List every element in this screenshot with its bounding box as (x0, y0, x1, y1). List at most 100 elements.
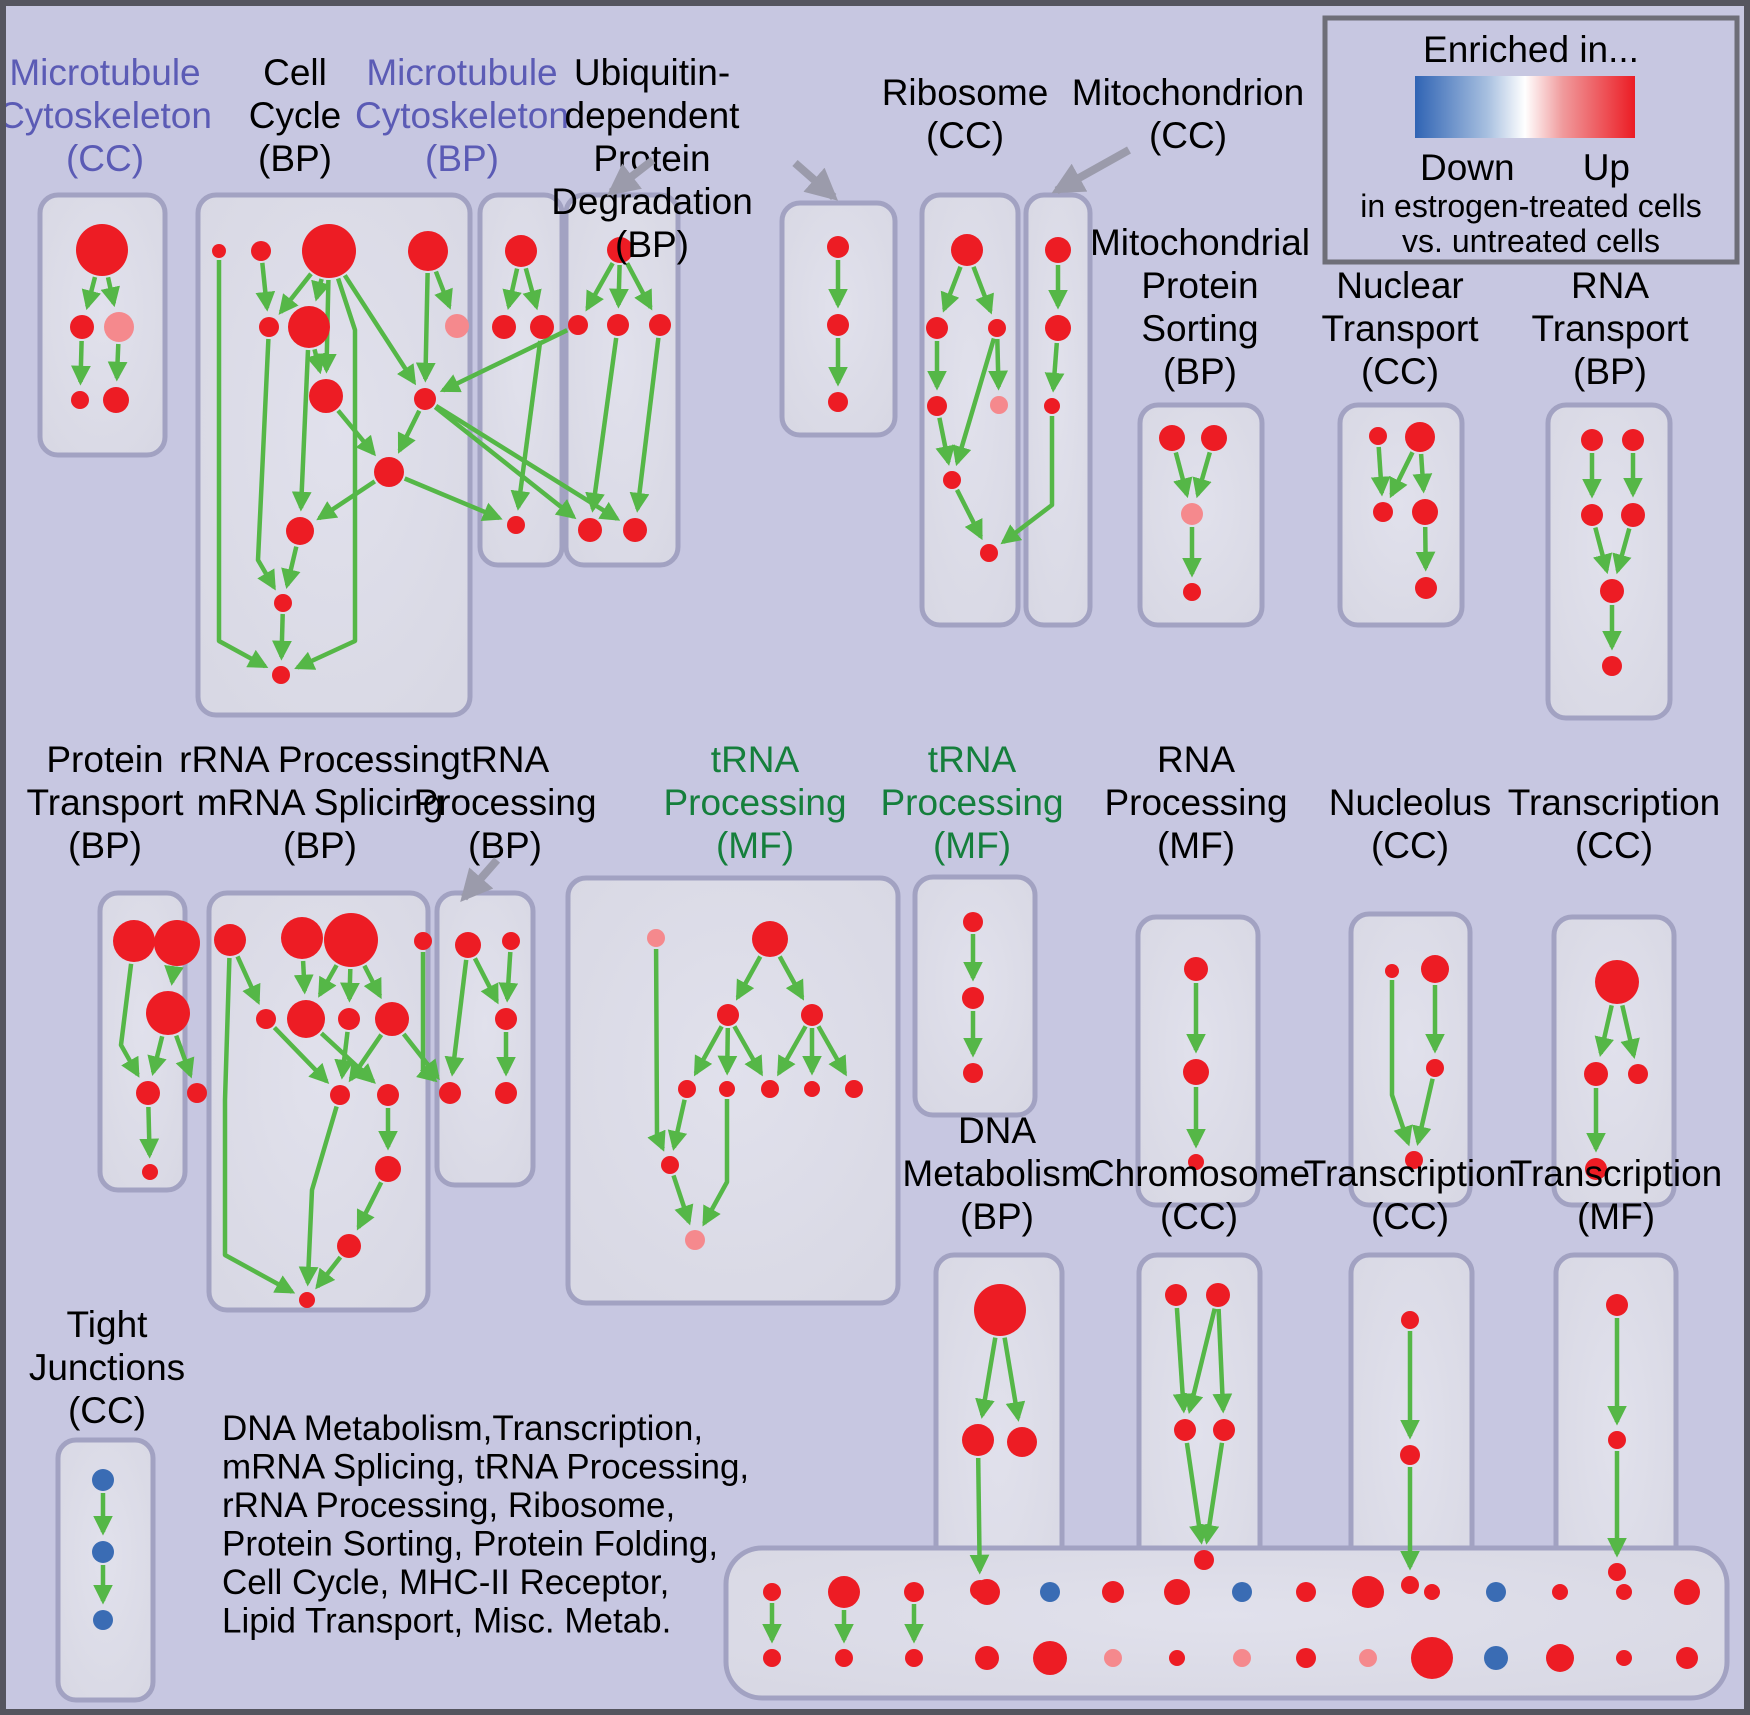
cross-edge-arrow (433, 405, 577, 520)
go-term-node (103, 387, 129, 413)
go-term-node (1104, 1649, 1122, 1667)
go-term-node (963, 912, 983, 932)
go-term-node (1045, 237, 1071, 263)
go-term-node (1405, 422, 1435, 452)
go-term-node (1164, 1579, 1190, 1605)
go-term-node (1194, 1550, 1214, 1570)
go-term-node (92, 1541, 114, 1563)
go-term-node (1602, 656, 1622, 676)
legend-subtitle-line1: in estrogen-treated cells (1360, 188, 1702, 224)
cluster-label-ubiquitin-degradation-bp: Ubiquitin- (574, 52, 730, 93)
edge-arrow (585, 261, 615, 312)
go-term-node (1184, 957, 1208, 981)
go-term-node (647, 929, 665, 947)
cross-edge-arrow (403, 476, 503, 521)
cluster-label-rrna-processing-mrna-splicing-bp: mRNA Splicing (197, 782, 444, 823)
edge-arrow (118, 963, 140, 1078)
go-term-node (1206, 1283, 1230, 1307)
edge-arrow (1002, 1337, 1026, 1422)
label-pointer-arrow (1051, 146, 1131, 194)
cluster-label-mito-protein-sorting-bp: Sorting (1141, 308, 1258, 349)
go-term-node (962, 1424, 994, 1456)
cluster-label-trna-processing-mf-1: tRNA (711, 739, 800, 780)
go-term-node (414, 388, 436, 410)
go-term-node (1595, 960, 1639, 1004)
go-term-node (375, 1002, 409, 1036)
go-term-node (717, 1004, 739, 1026)
go-term-node (1606, 1294, 1628, 1316)
go-term-node (1401, 1576, 1419, 1594)
go-term-node (1169, 1650, 1185, 1666)
edge-arrow (1620, 1004, 1640, 1059)
go-term-node (1424, 1584, 1440, 1600)
edge-arrow (291, 349, 312, 512)
edge-arrow (362, 964, 382, 1000)
label-pointer-arrow (792, 159, 839, 201)
edge-arrow (1173, 451, 1193, 499)
go-term-node (974, 1284, 1026, 1336)
cross-edge-arrow (434, 403, 621, 521)
go-term-node (136, 1081, 160, 1105)
go-term-node (904, 1582, 924, 1602)
cluster-label-chromosome-cc: (CC) (1160, 1196, 1238, 1237)
cluster-label-mito-protein-sorting-bp: Protein (1141, 265, 1258, 306)
go-term-node (1426, 1059, 1444, 1077)
go-term-node (1183, 1059, 1209, 1085)
edge-arrow (306, 348, 326, 375)
go-term-node (649, 314, 671, 336)
go-term-node (827, 236, 849, 258)
go-term-node (1102, 1581, 1124, 1603)
legend-up-label: Up (1583, 147, 1630, 188)
go-term-node (607, 314, 629, 336)
cluster-label-dna-metabolism-bp: DNA (958, 1110, 1036, 1151)
cluster-label-transcription-cc-top: Transcription (1508, 782, 1720, 823)
go-term-node (1486, 1582, 1506, 1602)
edge-arrow (609, 264, 629, 309)
go-term-node (1045, 315, 1071, 341)
edge-arrow (988, 338, 1008, 391)
edge-arrow (735, 955, 763, 1001)
go-term-node (1385, 964, 1399, 978)
edge-arrow (415, 272, 436, 383)
legend-subtitle-line2: vs. untreated cells (1402, 223, 1660, 259)
cluster-box-nuclear-transport-cc (1337, 402, 1465, 628)
go-term-node (70, 315, 94, 339)
edge-arrow (174, 1034, 195, 1079)
go-term-node (804, 1081, 820, 1097)
go-term-node (212, 244, 226, 258)
go-term-node (685, 1230, 705, 1250)
go-term-node (1296, 1648, 1316, 1668)
cluster-label-mito-protein-sorting-bp: Mitochondrial (1090, 222, 1310, 263)
cluster-label-transcription-cc-bottom: (CC) (1371, 1196, 1449, 1237)
go-term-node (142, 1164, 158, 1180)
edge-arrow (147, 1035, 167, 1077)
go-term-node (905, 1649, 923, 1667)
edge-arrow (316, 479, 377, 521)
edge-arrow (629, 337, 661, 513)
go-term-node (845, 1080, 863, 1098)
edge-arrow (235, 955, 261, 1005)
cluster-label-cell-cycle-bp: Cycle (249, 95, 342, 136)
cluster-label-transcription-cc-top: (CC) (1575, 825, 1653, 866)
cluster-box-mt-cytoskeleton-cc (37, 192, 168, 458)
cluster-label-dna-metabolism-bp: Metabolism (902, 1153, 1091, 1194)
edge-arrow (315, 1255, 343, 1290)
go-term-node (1616, 1650, 1632, 1666)
edge-arrow (81, 276, 101, 311)
cluster-label-mito-protein-sorting-bp: (BP) (1163, 351, 1237, 392)
go-term-node (377, 1084, 399, 1106)
go-term-node (286, 517, 314, 545)
edge-arrow (1594, 1004, 1614, 1057)
go-term-node (607, 237, 633, 263)
merged-terms-note-line: rRNA Processing, Ribosome, (222, 1486, 675, 1525)
edge-arrow (1612, 527, 1632, 575)
go-term-node (287, 1000, 325, 1038)
edge-arrow (293, 960, 314, 995)
cluster-box-transcription-cc-top (1551, 914, 1677, 1208)
edge-arrow (1370, 446, 1391, 497)
go-term-node (505, 235, 537, 267)
edge-arrow (255, 338, 276, 591)
go-term-node (1621, 503, 1645, 527)
go-term-node (1546, 1644, 1574, 1672)
go-term-node (568, 315, 588, 335)
